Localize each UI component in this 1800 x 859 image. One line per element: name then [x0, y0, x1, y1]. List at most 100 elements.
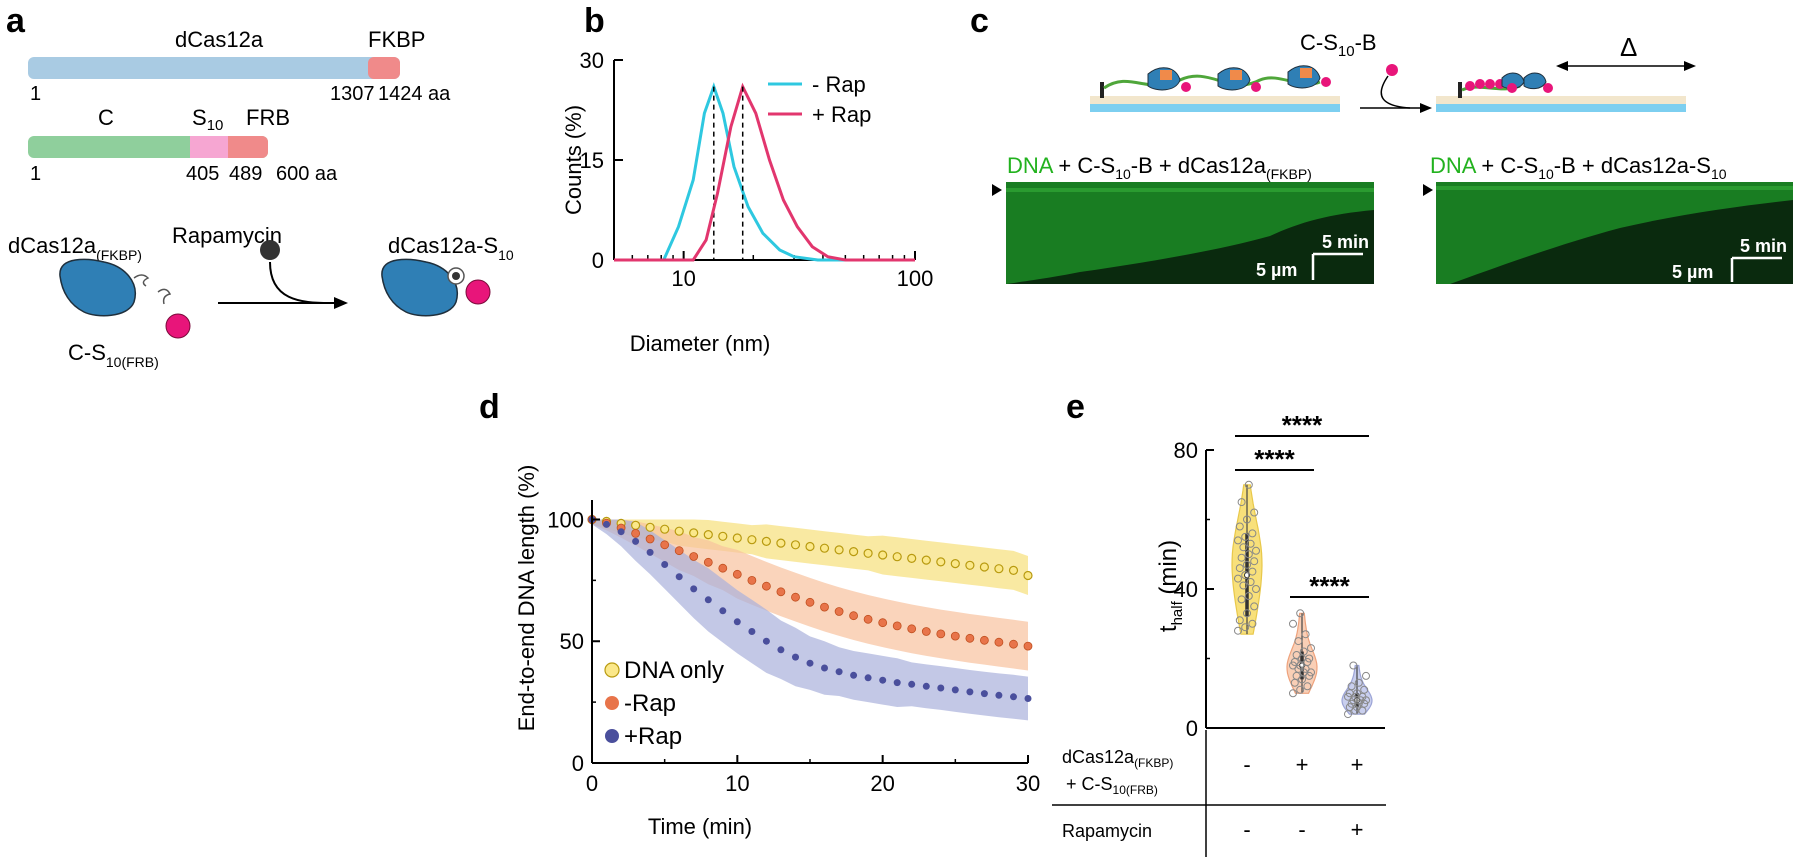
d-data-point-1: [994, 564, 1004, 574]
dcas12a-s10-protein-shape: [381, 258, 459, 317]
bound-partner-circle: [465, 279, 491, 305]
e-data-point-1: [1250, 508, 1259, 517]
e-data-point-1: [1244, 550, 1253, 559]
e-significance-label-1: ****: [1282, 410, 1323, 440]
c-s10-partner-circle: [165, 313, 191, 339]
rapamycin-icon: [260, 240, 280, 260]
e-data-point-2: [1294, 637, 1303, 646]
d-data-point-2: [1023, 641, 1033, 651]
d-data-point-3: [864, 674, 872, 682]
d-data-point-3: [733, 618, 741, 626]
panel-label-d: d: [479, 388, 500, 426]
kymo1-title: DNA + C-S10-B + dCas12a(FKBP): [1007, 153, 1312, 182]
panel-label-a: a: [6, 2, 26, 40]
b-legend-label-2: + Rap: [812, 102, 871, 127]
kymo2-time-label: 5 min: [1740, 236, 1787, 256]
e-data-point-3: [1354, 678, 1363, 687]
s10-label-main: S: [192, 105, 207, 130]
d-data-point-2: [791, 592, 800, 602]
d-data-point-1: [747, 535, 757, 545]
d-data-point-1: [819, 543, 830, 553]
e-data-point-1: [1244, 592, 1253, 600]
kymo2-title-part2: -B + dCas12a-S: [1554, 153, 1711, 178]
cas-tag-1: [1160, 70, 1172, 80]
lipid-layer-right: [1436, 96, 1686, 104]
table-row1-label-main: dCas12a: [1062, 747, 1135, 767]
condensate-bead-3: [1485, 79, 1495, 89]
e-data-point-2: [1301, 630, 1310, 639]
kymo2-title: DNA + C-S10-B + dCas12a-S10: [1430, 153, 1727, 182]
e-data-point-1: [1252, 546, 1260, 555]
panel-b: b Diameter (nm) Counts (%) 10 100 0 15 30 - …: [561, 2, 933, 356]
e-data-point-1: [1239, 543, 1248, 552]
d-data-point-2: [718, 563, 728, 573]
d-error-band-2: [592, 519, 1028, 671]
panel-label-e: e: [1066, 388, 1085, 426]
d-data-point-3: [675, 573, 683, 581]
c-reaction-curve: [1380, 75, 1411, 109]
d-data-point-1: [834, 545, 844, 555]
d-data-point-2: [878, 618, 888, 628]
chart-b-plot: 10 100 0 15 30: [580, 48, 934, 291]
condensate-bead-2: [1475, 79, 1485, 89]
chart-d-legend: DNA only -Rap +Rap: [604, 657, 724, 750]
d-data-point-1: [950, 558, 960, 569]
e-data-point-2: [1305, 654, 1314, 663]
b-xlabel: Diameter (nm): [630, 331, 771, 356]
e-table-row1-cell-1: -: [1243, 752, 1250, 777]
d-data-point-2: [892, 621, 902, 631]
d-data-point-2: [834, 607, 844, 616]
d-data-point-3: [690, 585, 698, 593]
c-reagent-icon: [1386, 64, 1398, 76]
e-data-point-1: [1250, 557, 1259, 566]
partner-label: C-S10(FRB): [68, 340, 159, 370]
d-data-point-3: [1024, 695, 1032, 702]
d-data-point-2: [921, 627, 931, 636]
d-data-point-3: [646, 548, 654, 556]
reaction-arrowhead: [334, 297, 348, 309]
d-data-point-2: [747, 576, 757, 585]
c-reagent-end: -B: [1355, 30, 1377, 55]
kymo2-length-label: 5 µm: [1672, 262, 1713, 282]
d-data-point-1: [761, 536, 772, 547]
d-legend-marker-1: [604, 662, 620, 678]
dcas12a-domain-bar: [28, 57, 400, 79]
d-data-point-3: [835, 668, 843, 676]
condensed-complex: [1461, 72, 1553, 93]
e-ylabel-main: t: [1155, 625, 1182, 632]
delta-arrowhead-left: [1556, 61, 1568, 71]
b-legend-label-1: - Rap: [812, 72, 866, 97]
d-data-point-1: [718, 531, 728, 541]
e-data-point-2: [1307, 644, 1315, 653]
d-data-point-3: [792, 653, 799, 661]
d-data-point-3: [661, 561, 669, 568]
e-data-point-1: [1248, 529, 1257, 538]
d-data-point-2: [645, 534, 655, 544]
bar2-s1-label: 405: [186, 163, 219, 185]
d-data-point-2: [1009, 639, 1018, 649]
d-data-point-1: [863, 548, 873, 558]
e-significance-label-2: ****: [1254, 444, 1295, 474]
d-data-point-2: [689, 552, 699, 561]
panel-a: a dCas12a FKBP 1 1307 1424 aa C S10 FRB …: [6, 2, 514, 370]
e-data-point-1: [1235, 616, 1244, 625]
bar1-end-label: 1424 aa: [378, 83, 451, 105]
kymo2-title-sub2: 10: [1711, 166, 1727, 182]
d-x-tick-label: 30: [1016, 771, 1040, 796]
chart-b-legend: - Rap + Rap: [768, 72, 871, 127]
d-xlabel: Time (min): [648, 814, 752, 839]
table-row2-label: Rapamycin: [1062, 821, 1152, 841]
condensate-bead-5: [1543, 83, 1553, 93]
b-y-tick-label: 30: [580, 48, 604, 73]
d-data-point-1: [848, 546, 859, 557]
chart-e-plot: 0 40 80 **** **** ****: [1174, 410, 1385, 741]
d-data-point-2: [631, 529, 640, 538]
d-y-tick-label: 0: [572, 751, 584, 776]
e-y-tick-label: 0: [1186, 716, 1198, 741]
table-row1-label-sub: (FKBP): [1134, 756, 1173, 770]
cas-tag-3: [1300, 68, 1312, 78]
e-data-point-1: [1237, 595, 1246, 604]
cas-tag-2: [1230, 70, 1242, 80]
d-data-point-1: [979, 562, 990, 572]
panel-label-c: c: [970, 2, 989, 40]
